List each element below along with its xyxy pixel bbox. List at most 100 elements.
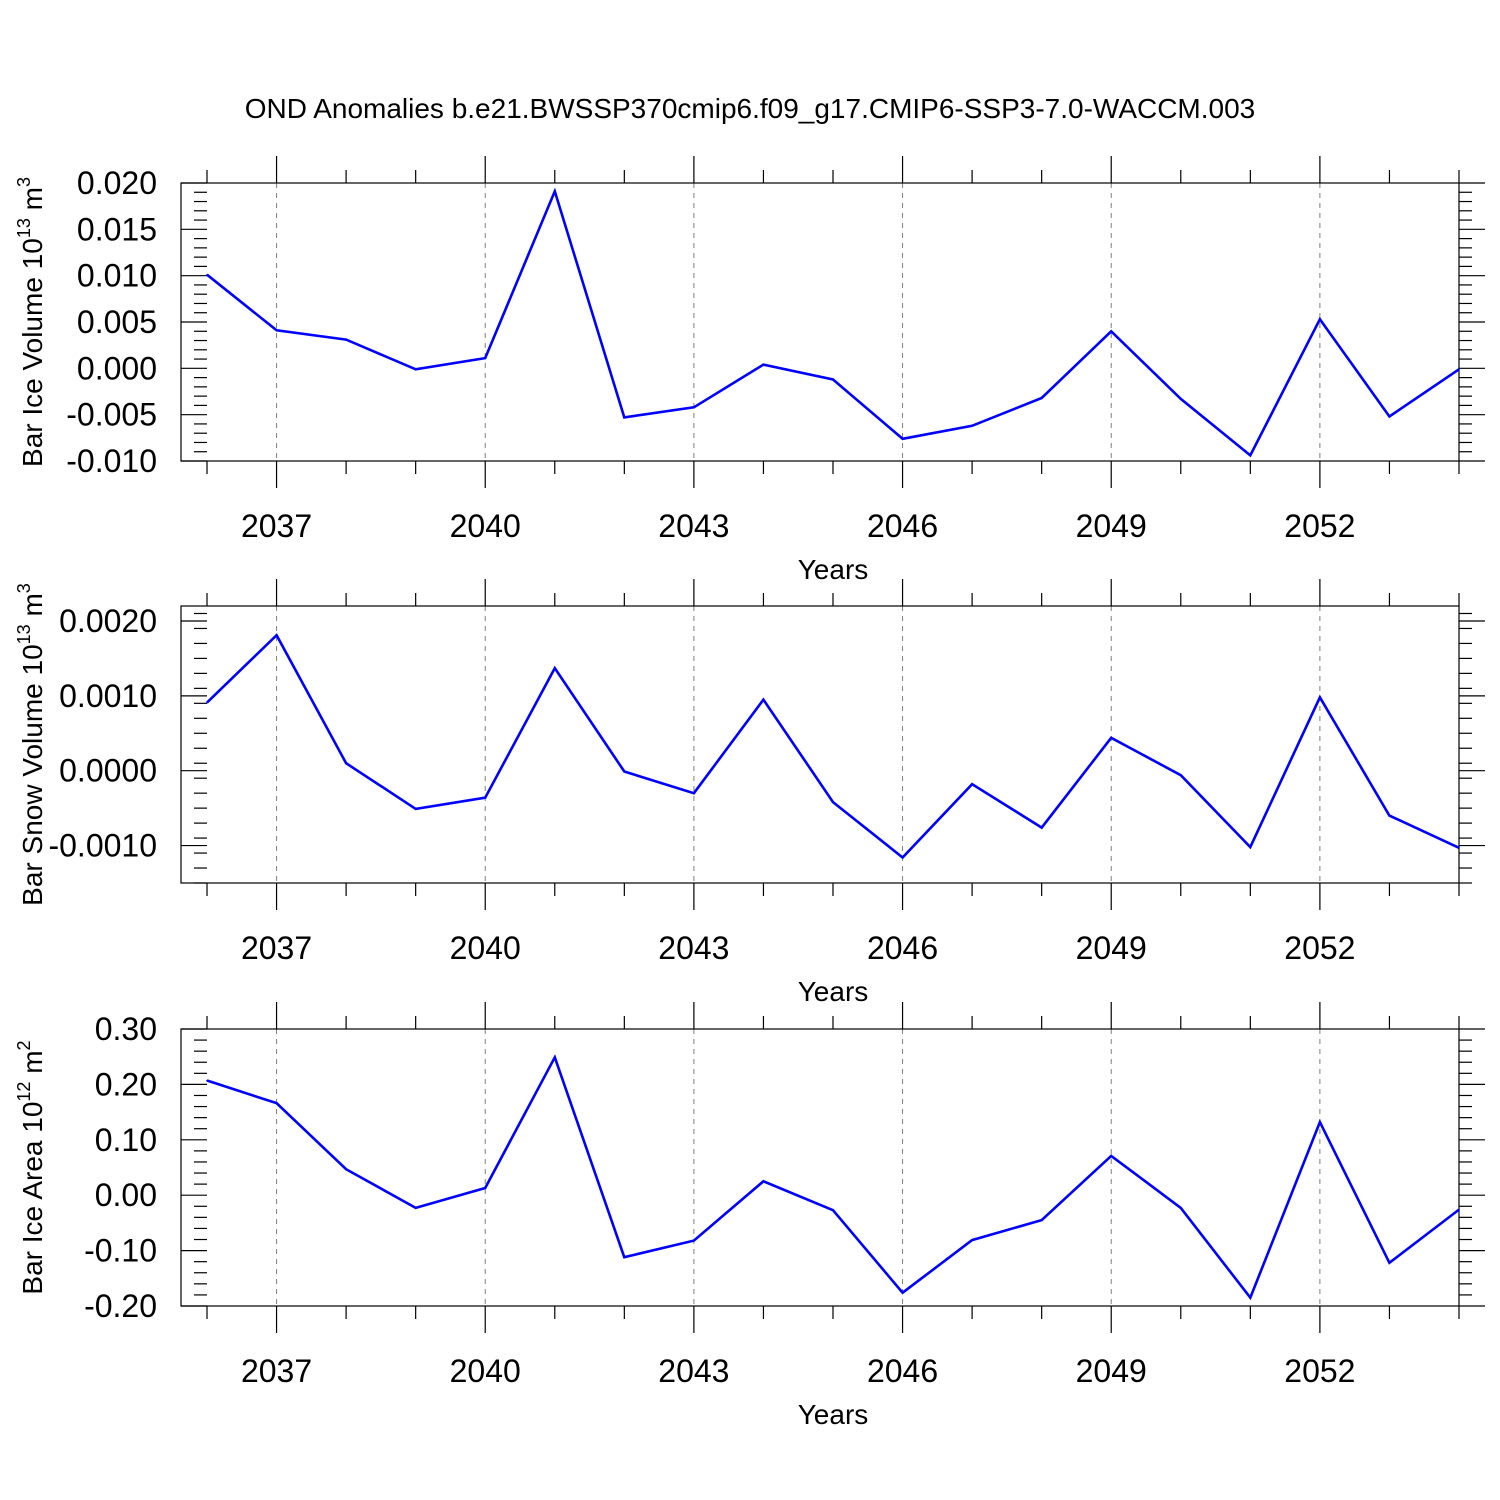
x-tick-label: 2049 [1076, 508, 1147, 544]
y-axis-title: Bar Ice Volume 1013 m3 [14, 177, 48, 467]
data-point [971, 1239, 973, 1241]
data-point [1458, 847, 1460, 849]
x-tick-label: 2049 [1076, 930, 1147, 966]
data-point [1040, 397, 1043, 399]
data-point [275, 634, 278, 636]
y-tick-label: 0.010 [77, 258, 157, 294]
data-point [693, 406, 695, 409]
y-tick-label: 0.005 [77, 304, 157, 340]
data-point [1249, 1296, 1252, 1299]
y-tick-label: 0.20 [95, 1066, 157, 1102]
data-point [1319, 1121, 1321, 1123]
x-tick-label: 2037 [241, 930, 312, 966]
data-point [275, 1102, 278, 1105]
y-tick-label: 0.10 [95, 1122, 157, 1158]
data-point [206, 1079, 208, 1082]
data-point [484, 796, 487, 799]
data-point [1319, 318, 1321, 321]
data-point [623, 1256, 626, 1259]
data-point [1458, 1208, 1460, 1211]
data-point [484, 357, 487, 359]
data-point [901, 1291, 904, 1294]
y-tick-label: 0.0000 [59, 753, 157, 789]
y-tick-label: -0.010 [66, 443, 157, 479]
y-tick-label: 0.020 [77, 165, 157, 201]
x-tick-label: 2037 [241, 1353, 312, 1389]
y-axis-title: Bar Snow Volume 1013 m3 [14, 583, 48, 906]
x-axis-title: Years [798, 976, 869, 1007]
data-point [623, 416, 626, 419]
data-point [693, 792, 695, 794]
data-point [553, 667, 556, 669]
y-tick-label: 0.00 [95, 1177, 157, 1213]
data-point [1179, 1207, 1182, 1209]
data-point [1458, 368, 1460, 371]
y-tick-label: -0.20 [84, 1288, 157, 1324]
x-tick-label: 2052 [1284, 930, 1355, 966]
x-tick-label: 2049 [1076, 1353, 1147, 1389]
data-point [762, 363, 765, 366]
x-tick-label: 2046 [867, 508, 938, 544]
data-point [484, 1187, 487, 1189]
chart-panel-3: 2037 2040 2043 2046 2049 2052 -0.20 -0.10 0.00 0.… [14, 1002, 1485, 1430]
data-point [1179, 398, 1182, 400]
data-point [901, 856, 904, 859]
data-point [1249, 846, 1252, 848]
data-point [414, 1207, 417, 1209]
data-point [901, 437, 904, 440]
x-tick-label: 2040 [450, 1353, 521, 1389]
series-line [206, 187, 1460, 458]
x-axis-title: Years [798, 554, 869, 585]
figure-title: OND Anomalies b.e21.BWSSP370cmip6.f09_g1… [245, 93, 1256, 124]
data-point [1388, 415, 1391, 418]
data-point [345, 762, 347, 765]
data-point [275, 329, 278, 332]
data-point [1110, 330, 1113, 333]
data-point [1249, 454, 1252, 457]
y-tick-label: 0.0020 [59, 603, 157, 639]
series-line [206, 1054, 1460, 1301]
data-point [832, 378, 834, 381]
data-point [414, 808, 417, 810]
x-tick-label: 2052 [1284, 508, 1355, 544]
data-point [971, 424, 973, 427]
data-point [1040, 1219, 1043, 1221]
data-point [762, 1180, 765, 1183]
chart-panel-1: 2037 2040 2043 2046 2049 2052 -0.010 -0.005 0.00… [14, 156, 1485, 585]
data-point [553, 190, 556, 193]
data-point [1110, 736, 1113, 739]
data-point [762, 698, 765, 701]
data-point [345, 1168, 347, 1170]
x-tick-label: 2043 [658, 508, 729, 544]
data-point [206, 701, 208, 704]
x-tick-label: 2052 [1284, 1353, 1355, 1389]
x-tick-label: 2043 [658, 1353, 729, 1389]
y-tick-label: -0.005 [66, 397, 157, 433]
x-tick-label: 2040 [450, 930, 521, 966]
data-point [971, 783, 973, 785]
data-point [832, 801, 834, 803]
data-point [1388, 814, 1391, 817]
y-axis-title: Bar Ice Area 1012 m2 [14, 1040, 48, 1294]
y-tick-label: -0.10 [84, 1233, 157, 1269]
x-tick-label: 2037 [241, 508, 312, 544]
x-tick-label: 2040 [450, 508, 521, 544]
plot-frame [180, 605, 1460, 884]
x-tick-label: 2046 [867, 1353, 938, 1389]
chart-panels: 2037 2040 2043 2046 2049 2052 -0.010 -0.005 0.00… [14, 156, 1485, 1430]
y-tick-label: 0.000 [77, 350, 157, 386]
data-point [1388, 1261, 1391, 1264]
series-line [206, 633, 1460, 860]
data-point [1179, 774, 1182, 776]
x-tick-label: 2046 [867, 930, 938, 966]
data-point [832, 1209, 834, 1211]
plot-frame [180, 1028, 1460, 1307]
data-point [1319, 696, 1321, 699]
data-point [1110, 1155, 1113, 1157]
data-point [553, 1056, 556, 1059]
y-tick-label: 0.015 [77, 211, 157, 247]
y-tick-label: 0.30 [95, 1011, 157, 1047]
data-point [414, 368, 417, 371]
data-point [206, 273, 208, 276]
data-point [345, 338, 347, 341]
